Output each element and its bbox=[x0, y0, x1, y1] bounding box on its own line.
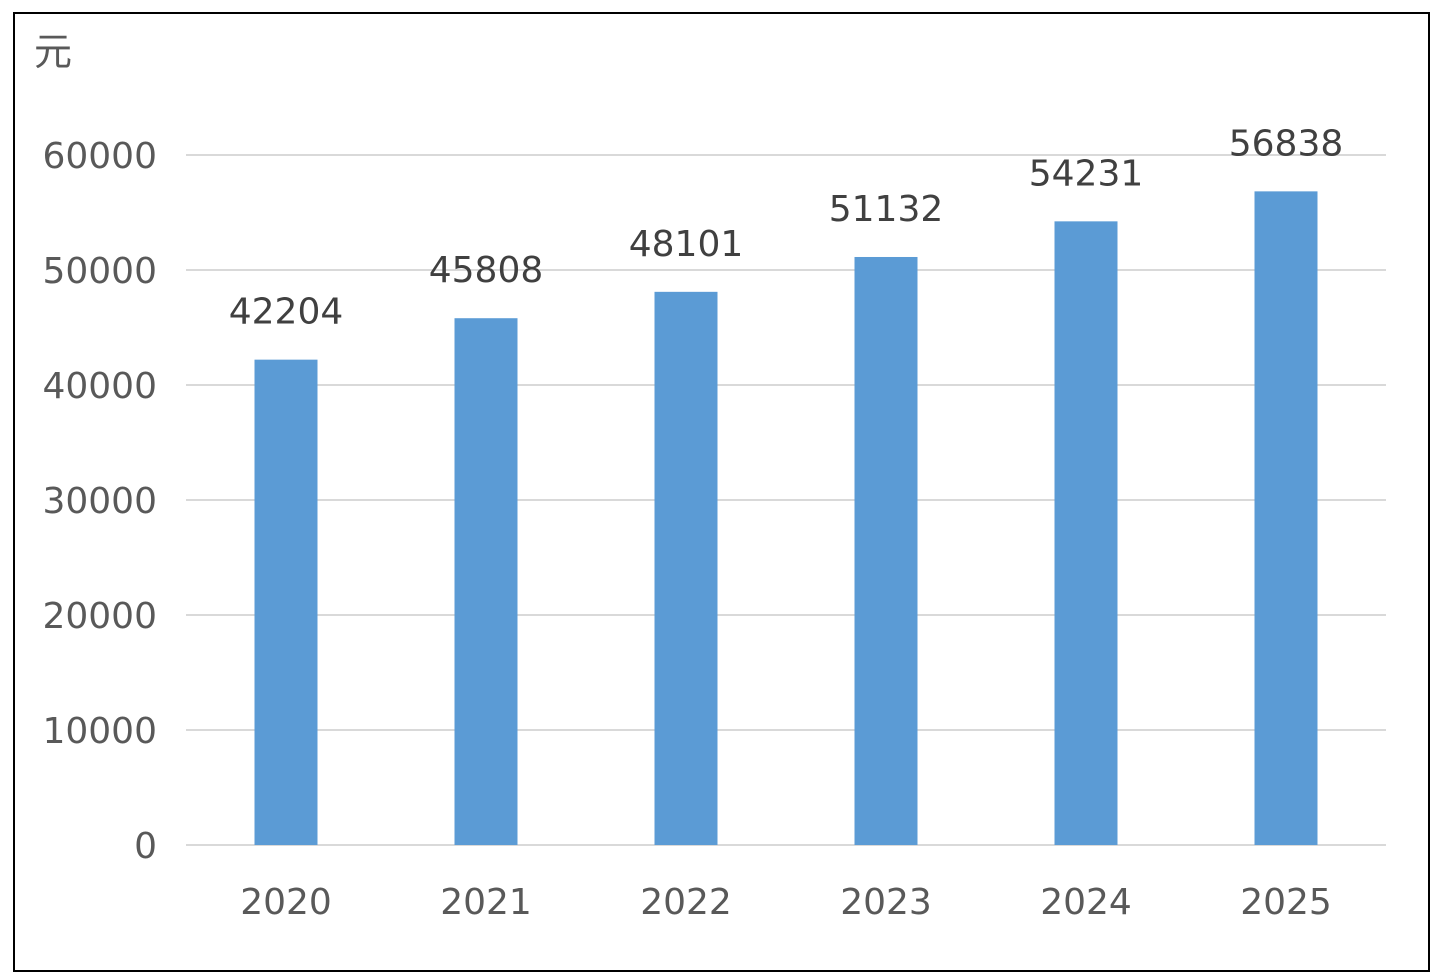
bar-2021 bbox=[454, 318, 518, 845]
bar-2020 bbox=[254, 359, 318, 845]
x-tick-label-2025: 2025 bbox=[1240, 882, 1332, 923]
x-tick-label-2020: 2020 bbox=[240, 882, 332, 923]
data-label-2020: 42204 bbox=[229, 292, 344, 333]
y-tick-label: 60000 bbox=[42, 136, 157, 177]
x-tick-label-2024: 2024 bbox=[1040, 882, 1132, 923]
x-tick-label-2023: 2023 bbox=[840, 882, 932, 923]
data-label-2025: 56838 bbox=[1229, 123, 1344, 164]
y-tick-label: 0 bbox=[134, 826, 157, 867]
y-tick-label: 20000 bbox=[42, 596, 157, 637]
y-tick-label: 30000 bbox=[42, 481, 157, 522]
data-label-2021: 45808 bbox=[429, 250, 544, 291]
y-tick-label: 10000 bbox=[42, 711, 157, 752]
bar-2024 bbox=[1054, 221, 1118, 845]
x-tick-label-2021: 2021 bbox=[440, 882, 532, 923]
data-label-2024: 54231 bbox=[1029, 153, 1144, 194]
data-label-2023: 51132 bbox=[829, 189, 944, 230]
bar-2022 bbox=[654, 291, 718, 845]
x-axis-ticks: 2020 2021 2022 2023 2024 2025 bbox=[240, 882, 1332, 923]
y-axis-ticks: 0 10000 20000 30000 40000 50000 60000 bbox=[42, 136, 157, 867]
data-label-2022: 48101 bbox=[629, 224, 744, 265]
bar-2025 bbox=[1254, 191, 1318, 845]
chart-frame bbox=[13, 12, 1430, 972]
x-tick-label-2022: 2022 bbox=[640, 882, 732, 923]
bars bbox=[254, 191, 1318, 845]
unit-label: 元 bbox=[34, 30, 72, 74]
y-tick-label: 50000 bbox=[42, 251, 157, 292]
bar-2023 bbox=[854, 256, 918, 845]
y-tick-label: 40000 bbox=[42, 366, 157, 407]
gridlines bbox=[186, 154, 1386, 846]
data-labels: 42204 45808 48101 51132 54231 56838 bbox=[229, 123, 1344, 332]
